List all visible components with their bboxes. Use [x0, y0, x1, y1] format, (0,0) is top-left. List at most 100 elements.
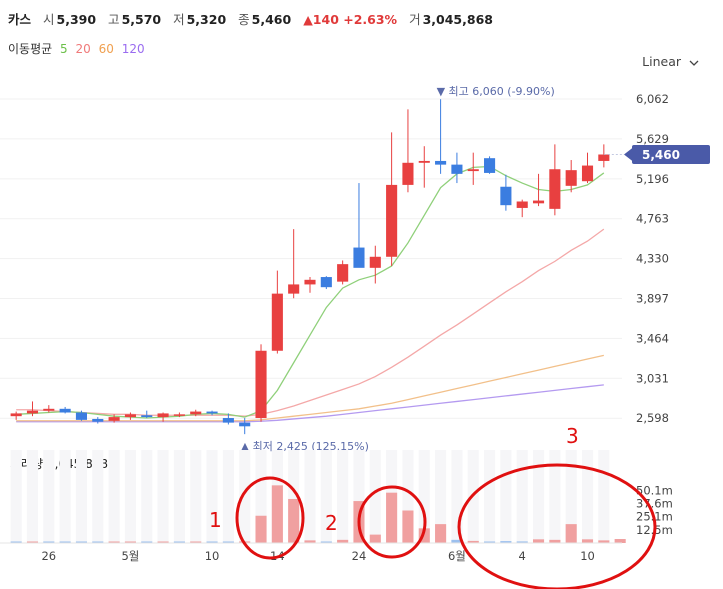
volume-bar [500, 541, 512, 543]
volume-label: 거 [409, 12, 421, 27]
volume-bar [320, 541, 332, 543]
volume-bg-column [92, 450, 104, 543]
candle-body [435, 160, 447, 165]
time-axis: 26 5월 10 14 24 6월 4 10 [0, 542, 622, 563]
candle-body [92, 418, 104, 422]
low-value: 5,320 [186, 12, 227, 27]
volume-bg-column [222, 450, 234, 543]
volume-bar [157, 541, 169, 543]
volume-bar [337, 539, 349, 543]
volume-bg-column [255, 450, 267, 543]
candle-body [532, 200, 545, 204]
volume-bg-column [26, 450, 39, 543]
volume-bar [190, 541, 202, 543]
hand-annotations: 1 2 3 [209, 424, 657, 589]
candle-body [108, 417, 120, 421]
candle-body [516, 201, 528, 208]
candle-body [124, 414, 136, 418]
annotation-label-3: 3 [566, 424, 579, 448]
time-tick-label: 6월 [448, 549, 466, 563]
volume-bg-column [418, 450, 430, 543]
close-value: 5,460 [251, 12, 292, 27]
annotation-label-1: 1 [209, 508, 222, 532]
chevron-down-icon [689, 60, 699, 66]
high-annotation-text: ▼ 최고 6,060 (-9.90%) [437, 85, 555, 98]
volume-bar [271, 485, 283, 543]
low-annotation: ▲ 최저 2,425 (125.15%) [241, 440, 369, 453]
volume-bg-column [435, 450, 447, 543]
candle-body [565, 170, 577, 186]
candle-body [549, 169, 561, 209]
candle-body [467, 169, 479, 172]
price-tick-label: 4,763 [636, 212, 669, 226]
annotation-ellipse-1 [235, 476, 305, 560]
volume-bg-column [598, 450, 610, 543]
current-price-tag-bg [632, 144, 710, 164]
candle-body [75, 412, 88, 420]
price-tick-label: 3,031 [636, 371, 669, 385]
candle-body [418, 160, 430, 163]
volume-bar [598, 540, 610, 543]
time-tick-label: 10 [580, 549, 595, 563]
volume-bg-column [206, 450, 218, 543]
stock-header: 카스 시 5,390 고 5,570 저 5,320 종 5,460 ▲140 +2.6… [8, 9, 501, 28]
open-label: 시 [43, 12, 55, 27]
candle-body [598, 154, 610, 161]
current-price-tag-text: 5,460 [642, 148, 680, 162]
close-label: 종 [238, 12, 250, 27]
candle-body [10, 413, 22, 417]
volume-bar [386, 492, 398, 543]
price-tick-label: 2,598 [636, 411, 669, 425]
volume-bg-column [108, 450, 120, 543]
candle-body [173, 414, 185, 416]
candle-body [402, 162, 414, 185]
volume-bar [402, 510, 414, 543]
change-value: ▲140 +2.63% [303, 12, 398, 27]
ma20-line [16, 228, 605, 417]
candle-body [222, 418, 234, 423]
low-annotation-text: ▲ 최저 2,425 (125.15%) [241, 440, 369, 453]
stock-name: 카스 [8, 12, 32, 27]
current-price-tag-pointer [624, 147, 633, 162]
volume-bg-column [516, 450, 528, 543]
candle-body [337, 264, 349, 282]
candle-body [157, 413, 169, 418]
candle-body [288, 284, 300, 294]
ma-120[interactable]: 120 [121, 42, 145, 56]
candle-body [353, 247, 365, 268]
volume-bar [532, 539, 545, 543]
volume-bg-column [124, 450, 136, 543]
ma60-line [16, 354, 604, 422]
moving-average-legend[interactable]: 이동평균 5 20 60 120 [8, 40, 149, 57]
volume-bg-column [320, 450, 332, 543]
volume-bg-column [239, 450, 251, 543]
volume-bar [369, 534, 381, 543]
price-tick-label: 5,629 [636, 132, 669, 146]
volume-bg-column [10, 450, 22, 543]
candle-body [190, 411, 202, 415]
candle-body [581, 165, 594, 182]
volume-bar [614, 539, 626, 543]
volume-bg-column [581, 450, 594, 543]
scale-toggle[interactable]: Linear [642, 54, 699, 69]
volume-bar [255, 515, 267, 543]
price-tick-label: 3,897 [636, 292, 669, 306]
volume-bg-column [173, 450, 185, 543]
volume-bar [288, 498, 300, 543]
ma-5[interactable]: 5 [60, 42, 68, 56]
volume-bar [92, 541, 104, 543]
volume-bar [581, 539, 594, 543]
volume-bar [108, 541, 120, 543]
time-tick-label: 24 [352, 549, 367, 563]
time-tick-label: 26 [41, 549, 56, 563]
ma-20[interactable]: 20 [75, 42, 91, 56]
ma-60[interactable]: 60 [98, 42, 114, 56]
candle-body [320, 277, 332, 288]
volume-bar [206, 541, 218, 543]
price-tick-label: 5,196 [636, 172, 669, 186]
annotation-ellipse-3 [457, 463, 657, 589]
volume-bar [173, 541, 185, 543]
candle-body [369, 256, 381, 268]
volume-bg-column [549, 450, 561, 543]
